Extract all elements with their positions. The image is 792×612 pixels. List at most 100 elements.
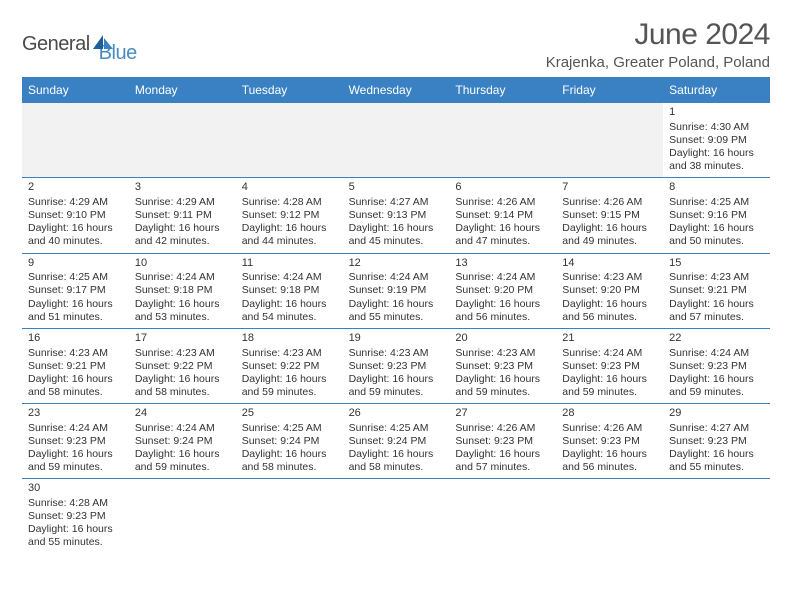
daylight-line-2: and 55 minutes. bbox=[349, 311, 444, 324]
sunrise-line: Sunrise: 4:24 AM bbox=[562, 347, 657, 360]
day-number: 18 bbox=[242, 332, 337, 346]
sunrise-line: Sunrise: 4:27 AM bbox=[349, 196, 444, 209]
calendar-cell: 25Sunrise: 4:25 AMSunset: 9:24 PMDayligh… bbox=[236, 403, 343, 478]
calendar-cell: 4Sunrise: 4:28 AMSunset: 9:12 PMDaylight… bbox=[236, 177, 343, 252]
calendar-cell: 23Sunrise: 4:24 AMSunset: 9:23 PMDayligh… bbox=[22, 403, 129, 478]
sunset-line: Sunset: 9:23 PM bbox=[455, 435, 550, 448]
day-number: 10 bbox=[135, 257, 230, 271]
daylight-line-2: and 57 minutes. bbox=[669, 311, 764, 324]
day-number: 26 bbox=[349, 407, 444, 421]
day-number: 20 bbox=[455, 332, 550, 346]
daylight-line-2: and 50 minutes. bbox=[669, 235, 764, 248]
calendar-page: General Blue June 2024 Krajenka, Greater… bbox=[0, 0, 792, 554]
logo-text-general: General bbox=[22, 33, 90, 56]
sunset-line: Sunset: 9:23 PM bbox=[562, 360, 657, 373]
sunrise-line: Sunrise: 4:24 AM bbox=[349, 271, 444, 284]
daylight-line-1: Daylight: 16 hours bbox=[669, 147, 764, 160]
sunrise-line: Sunrise: 4:30 AM bbox=[669, 121, 764, 134]
sunrise-line: Sunrise: 4:28 AM bbox=[28, 497, 123, 510]
sunset-line: Sunset: 9:18 PM bbox=[242, 284, 337, 297]
daylight-line-2: and 55 minutes. bbox=[28, 536, 123, 549]
weekday-thursday: Thursday bbox=[449, 77, 556, 103]
calendar-cell: 14Sunrise: 4:23 AMSunset: 9:20 PMDayligh… bbox=[556, 253, 663, 328]
sunrise-line: Sunrise: 4:29 AM bbox=[28, 196, 123, 209]
sunrise-line: Sunrise: 4:24 AM bbox=[242, 271, 337, 284]
daylight-line-1: Daylight: 16 hours bbox=[242, 222, 337, 235]
sunrise-line: Sunrise: 4:25 AM bbox=[669, 196, 764, 209]
sunrise-line: Sunrise: 4:25 AM bbox=[349, 422, 444, 435]
sunrise-line: Sunrise: 4:23 AM bbox=[669, 271, 764, 284]
sunset-line: Sunset: 9:18 PM bbox=[135, 284, 230, 297]
daylight-line-2: and 59 minutes. bbox=[28, 461, 123, 474]
sunset-line: Sunset: 9:23 PM bbox=[28, 435, 123, 448]
daylight-line-1: Daylight: 16 hours bbox=[455, 222, 550, 235]
sunrise-line: Sunrise: 4:25 AM bbox=[28, 271, 123, 284]
day-number: 30 bbox=[28, 482, 123, 496]
calendar-cell: 21Sunrise: 4:24 AMSunset: 9:23 PMDayligh… bbox=[556, 328, 663, 403]
calendar-cell: 5Sunrise: 4:27 AMSunset: 9:13 PMDaylight… bbox=[343, 177, 450, 252]
sunrise-line: Sunrise: 4:29 AM bbox=[135, 196, 230, 209]
sunrise-line: Sunrise: 4:23 AM bbox=[349, 347, 444, 360]
calendar-cell: 18Sunrise: 4:23 AMSunset: 9:22 PMDayligh… bbox=[236, 328, 343, 403]
daylight-line-2: and 58 minutes. bbox=[242, 461, 337, 474]
weekday-monday: Monday bbox=[129, 77, 236, 103]
day-number: 27 bbox=[455, 407, 550, 421]
sunrise-line: Sunrise: 4:24 AM bbox=[135, 422, 230, 435]
sunset-line: Sunset: 9:17 PM bbox=[28, 284, 123, 297]
calendar-cell bbox=[343, 478, 450, 553]
weekday-wednesday: Wednesday bbox=[343, 77, 450, 103]
sunset-line: Sunset: 9:09 PM bbox=[669, 134, 764, 147]
day-number: 23 bbox=[28, 407, 123, 421]
sunrise-line: Sunrise: 4:27 AM bbox=[669, 422, 764, 435]
daylight-line-2: and 58 minutes. bbox=[28, 386, 123, 399]
daylight-line-2: and 59 minutes. bbox=[135, 461, 230, 474]
sunrise-line: Sunrise: 4:24 AM bbox=[669, 347, 764, 360]
day-number: 1 bbox=[669, 106, 764, 120]
sunset-line: Sunset: 9:24 PM bbox=[349, 435, 444, 448]
daylight-line-1: Daylight: 16 hours bbox=[242, 448, 337, 461]
sunset-line: Sunset: 9:14 PM bbox=[455, 209, 550, 222]
day-number: 5 bbox=[349, 181, 444, 195]
calendar-cell: 24Sunrise: 4:24 AMSunset: 9:24 PMDayligh… bbox=[129, 403, 236, 478]
daylight-line-1: Daylight: 16 hours bbox=[562, 222, 657, 235]
sunset-line: Sunset: 9:15 PM bbox=[562, 209, 657, 222]
sunrise-line: Sunrise: 4:23 AM bbox=[562, 271, 657, 284]
calendar-cell: 19Sunrise: 4:23 AMSunset: 9:23 PMDayligh… bbox=[343, 328, 450, 403]
daylight-line-2: and 45 minutes. bbox=[349, 235, 444, 248]
sunset-line: Sunset: 9:12 PM bbox=[242, 209, 337, 222]
day-number: 17 bbox=[135, 332, 230, 346]
sunset-line: Sunset: 9:22 PM bbox=[135, 360, 230, 373]
sunrise-line: Sunrise: 4:24 AM bbox=[28, 422, 123, 435]
calendar-cell bbox=[236, 478, 343, 553]
day-number: 3 bbox=[135, 181, 230, 195]
sunrise-line: Sunrise: 4:23 AM bbox=[455, 347, 550, 360]
daylight-line-1: Daylight: 16 hours bbox=[28, 298, 123, 311]
daylight-line-2: and 57 minutes. bbox=[455, 461, 550, 474]
daylight-line-2: and 59 minutes. bbox=[669, 386, 764, 399]
sunset-line: Sunset: 9:23 PM bbox=[28, 510, 123, 523]
daylight-line-2: and 44 minutes. bbox=[242, 235, 337, 248]
calendar-cell: 9Sunrise: 4:25 AMSunset: 9:17 PMDaylight… bbox=[22, 253, 129, 328]
daylight-line-1: Daylight: 16 hours bbox=[242, 373, 337, 386]
calendar-cell: 16Sunrise: 4:23 AMSunset: 9:21 PMDayligh… bbox=[22, 328, 129, 403]
calendar-cell: 20Sunrise: 4:23 AMSunset: 9:23 PMDayligh… bbox=[449, 328, 556, 403]
daylight-line-2: and 59 minutes. bbox=[455, 386, 550, 399]
sunset-line: Sunset: 9:20 PM bbox=[562, 284, 657, 297]
daylight-line-2: and 55 minutes. bbox=[669, 461, 764, 474]
day-number: 12 bbox=[349, 257, 444, 271]
sunset-line: Sunset: 9:23 PM bbox=[669, 360, 764, 373]
day-number: 8 bbox=[669, 181, 764, 195]
calendar-cell bbox=[449, 103, 556, 177]
calendar-cell: 7Sunrise: 4:26 AMSunset: 9:15 PMDaylight… bbox=[556, 177, 663, 252]
calendar-cell: 10Sunrise: 4:24 AMSunset: 9:18 PMDayligh… bbox=[129, 253, 236, 328]
calendar-cell bbox=[129, 478, 236, 553]
daylight-line-1: Daylight: 16 hours bbox=[562, 373, 657, 386]
daylight-line-1: Daylight: 16 hours bbox=[669, 448, 764, 461]
day-number: 4 bbox=[242, 181, 337, 195]
calendar-cell bbox=[449, 478, 556, 553]
calendar-cell: 8Sunrise: 4:25 AMSunset: 9:16 PMDaylight… bbox=[663, 177, 770, 252]
day-number: 25 bbox=[242, 407, 337, 421]
sunrise-line: Sunrise: 4:26 AM bbox=[455, 196, 550, 209]
sunrise-line: Sunrise: 4:28 AM bbox=[242, 196, 337, 209]
calendar-cell: 26Sunrise: 4:25 AMSunset: 9:24 PMDayligh… bbox=[343, 403, 450, 478]
